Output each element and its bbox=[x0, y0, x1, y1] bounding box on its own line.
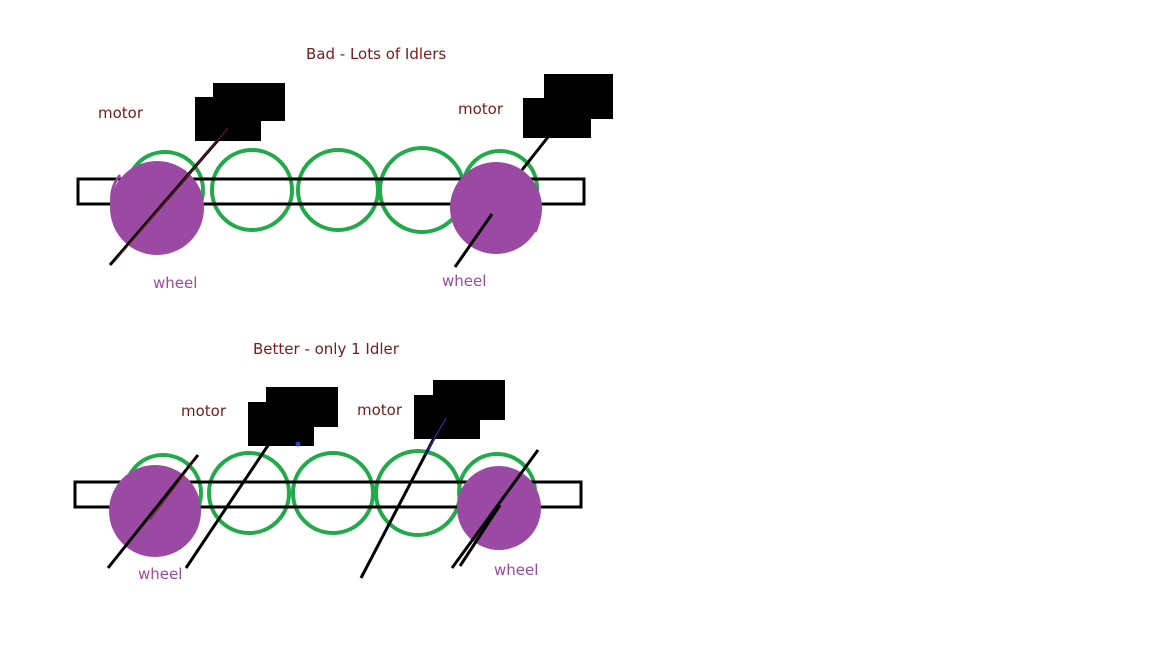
bottom-shaft-1-inner bbox=[149, 459, 196, 521]
top-wheel-left-edge bbox=[110, 174, 122, 211]
top-idler-3 bbox=[296, 148, 380, 232]
top-motor-right-label: motor bbox=[458, 100, 504, 118]
bottom-wheel-left-label: wheel bbox=[138, 565, 183, 583]
bottom-motor-right-label: motor bbox=[357, 401, 403, 419]
top-shaft-left-inner bbox=[114, 127, 229, 262]
bottom-motor-right bbox=[414, 380, 505, 439]
top-wheel-right-edge bbox=[533, 187, 542, 233]
bottom-idler-3 bbox=[291, 451, 375, 535]
top-rail bbox=[76, 177, 586, 206]
bottom-diagram bbox=[73, 380, 583, 579]
bottom-shaft-3-inner bbox=[424, 417, 447, 456]
bottom-motor-left-label: motor bbox=[181, 402, 227, 420]
top-motor-left bbox=[195, 83, 285, 141]
top-shaft-right-lower bbox=[453, 213, 494, 268]
top-wheel-right bbox=[450, 162, 542, 254]
bottom-shaft-2 bbox=[184, 419, 287, 569]
bottom-wheel-right-label: wheel bbox=[494, 561, 539, 579]
top-motor-left-label: motor bbox=[98, 104, 144, 122]
top-title: Bad - Lots of Idlers bbox=[306, 45, 447, 63]
bottom-shaft-4 bbox=[450, 449, 540, 569]
top-wheel-left-label: wheel bbox=[153, 274, 198, 292]
bottom-shaft-1 bbox=[106, 454, 200, 569]
top-wheel-left bbox=[110, 161, 204, 255]
top-idler-4 bbox=[378, 146, 466, 234]
bottom-rail bbox=[73, 480, 583, 509]
top-motor-right bbox=[523, 74, 613, 138]
top-wheel-right-label: wheel bbox=[442, 272, 487, 290]
top-diagram bbox=[76, 74, 613, 268]
bottom-motor-left bbox=[248, 387, 338, 447]
top-shaft-right-upper bbox=[520, 136, 550, 171]
bottom-idler-2 bbox=[207, 451, 291, 535]
top-idler-2 bbox=[210, 148, 294, 232]
bottom-shaft-5 bbox=[458, 504, 502, 567]
bottom-title: Better - only 1 Idler bbox=[253, 340, 399, 358]
